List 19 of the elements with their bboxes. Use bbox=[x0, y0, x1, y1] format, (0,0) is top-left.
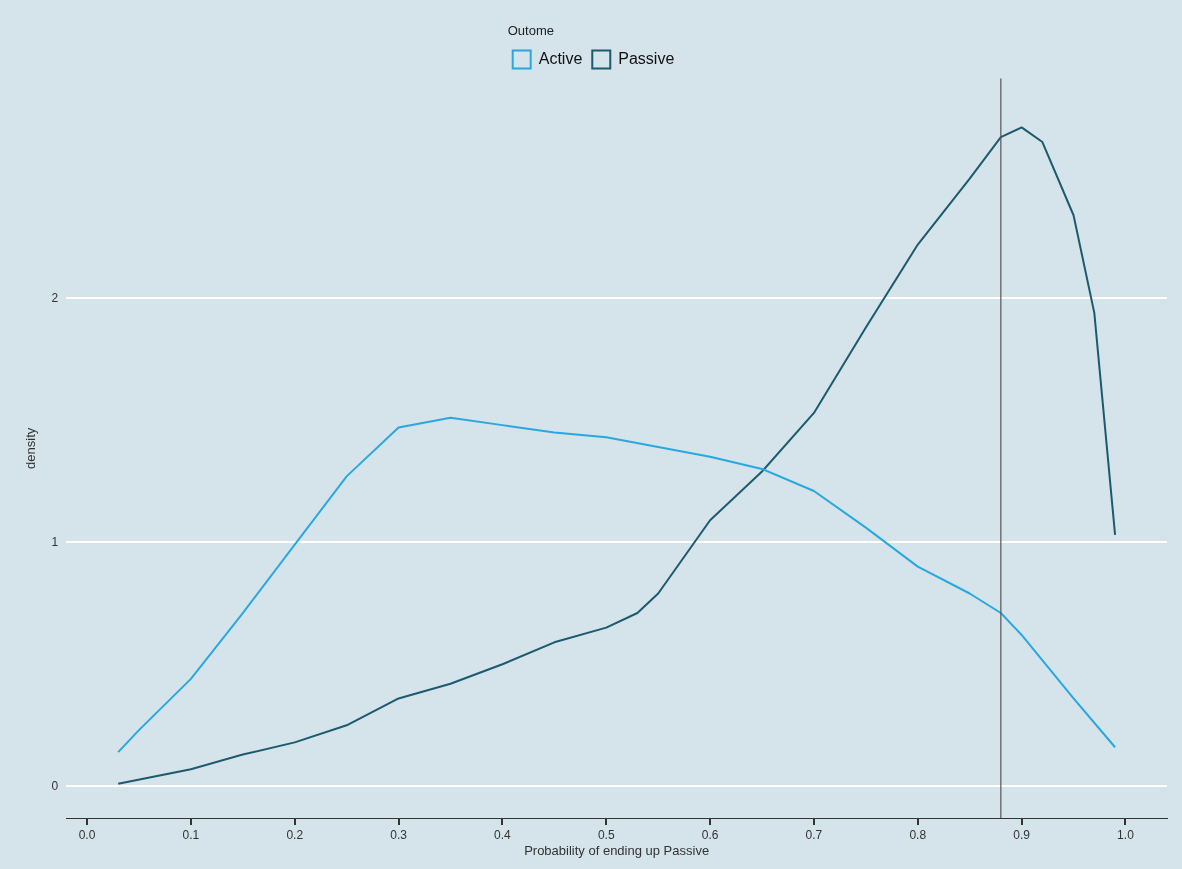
x-axis-title: Probability of ending up Passive bbox=[524, 842, 710, 858]
x-tick-label: 0.4 bbox=[494, 827, 512, 842]
legend-label: Passive bbox=[618, 50, 675, 68]
x-tick-label: 0.3 bbox=[390, 827, 408, 842]
y-axis-title: density bbox=[23, 427, 39, 469]
x-tick-label: 0.2 bbox=[286, 827, 304, 842]
x-tick-label: 0.7 bbox=[805, 827, 823, 842]
x-tick-label: 0.0 bbox=[78, 827, 96, 842]
y-tick-label: 0 bbox=[51, 778, 59, 793]
legend-title: Outome bbox=[507, 23, 554, 39]
x-tick-label: 0.5 bbox=[597, 827, 615, 842]
x-tick-label: 0.1 bbox=[182, 827, 200, 842]
x-tick-label: 0.9 bbox=[1013, 827, 1031, 842]
x-tick-label: 1.0 bbox=[1117, 827, 1135, 842]
y-tick-label: 1 bbox=[51, 534, 59, 549]
x-tick-label: 0.6 bbox=[701, 827, 719, 842]
legend-label: Active bbox=[538, 50, 583, 68]
x-tick-label: 0.8 bbox=[909, 827, 927, 842]
y-tick-label: 2 bbox=[51, 290, 59, 305]
